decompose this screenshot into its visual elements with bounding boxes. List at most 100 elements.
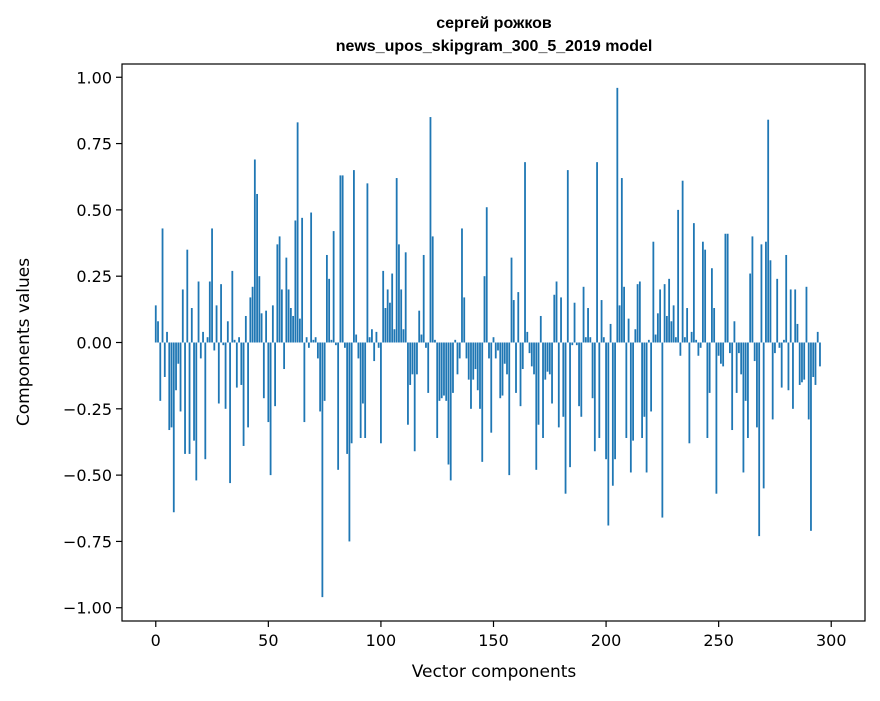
bar	[717, 342, 720, 356]
bar	[316, 342, 319, 359]
bar	[467, 342, 470, 380]
bar	[231, 270, 234, 343]
bar	[600, 300, 603, 343]
bar	[731, 342, 734, 431]
bar	[587, 308, 589, 343]
bar	[418, 310, 421, 343]
bar	[357, 342, 360, 359]
bar	[476, 342, 479, 391]
bar	[589, 337, 592, 343]
bar	[310, 212, 313, 343]
bar	[278, 236, 281, 343]
bar	[416, 342, 418, 375]
bar	[674, 337, 677, 343]
bar	[812, 342, 815, 377]
bar	[400, 289, 403, 343]
bar	[767, 119, 770, 343]
bar	[429, 117, 432, 343]
bar	[528, 342, 531, 354]
x-axis-label: Vector components	[412, 662, 577, 682]
bar	[404, 252, 407, 343]
bar	[686, 308, 689, 343]
bar	[229, 342, 231, 484]
bar	[499, 342, 502, 399]
bar	[814, 342, 817, 385]
bar	[659, 289, 662, 343]
bar	[371, 329, 373, 343]
y-tick-label: −0.25	[63, 400, 112, 419]
bar	[177, 342, 180, 364]
bar	[407, 342, 409, 425]
bar	[384, 308, 387, 343]
x-tick-label: 200	[591, 631, 622, 650]
bar	[181, 289, 184, 343]
x-axis: 0 50 100 150 200 250 300	[151, 621, 847, 650]
bar	[510, 257, 513, 343]
bar	[197, 281, 200, 343]
bar	[276, 244, 279, 343]
bar	[573, 302, 576, 343]
bar	[616, 87, 619, 343]
bar	[654, 334, 657, 343]
bar	[373, 342, 376, 362]
bar	[598, 342, 601, 438]
bar	[217, 342, 220, 404]
bar	[753, 342, 756, 362]
bar	[258, 276, 261, 343]
bar	[492, 337, 495, 343]
bar	[488, 342, 490, 359]
bar	[339, 175, 342, 343]
bar	[816, 331, 819, 343]
bar	[641, 342, 643, 438]
bar	[280, 289, 283, 343]
bar	[350, 342, 353, 444]
bar	[553, 294, 556, 343]
bar	[521, 342, 524, 370]
bar	[244, 315, 247, 343]
bar	[172, 342, 175, 513]
bar	[262, 342, 265, 399]
bar	[557, 342, 560, 428]
y-axis-label: Components values	[14, 258, 34, 426]
bar	[366, 183, 369, 343]
bar	[805, 286, 808, 343]
bar	[794, 289, 797, 343]
bar	[575, 342, 578, 346]
bar	[427, 342, 430, 393]
bar	[204, 342, 207, 460]
bar	[596, 162, 598, 343]
bar	[193, 342, 195, 441]
bar	[501, 342, 504, 396]
bar	[618, 305, 621, 343]
bar	[256, 193, 258, 343]
bar	[625, 342, 628, 438]
bar	[519, 342, 522, 407]
bar	[328, 278, 331, 343]
bar	[470, 342, 472, 409]
bar	[233, 339, 236, 343]
bar	[202, 331, 204, 343]
bar	[515, 342, 517, 393]
bar	[769, 260, 772, 343]
bar	[632, 342, 634, 441]
bar	[220, 284, 222, 343]
bar	[656, 313, 659, 343]
bar	[211, 228, 213, 343]
bar	[348, 342, 351, 542]
bar	[724, 233, 727, 343]
y-tick-label: 1.00	[76, 68, 112, 87]
bar	[652, 241, 655, 343]
bar	[537, 342, 540, 425]
bar	[663, 284, 666, 343]
bar	[458, 342, 461, 359]
bar	[679, 342, 682, 356]
bar	[341, 175, 344, 343]
bar	[479, 342, 481, 409]
bar	[544, 342, 547, 380]
bar	[456, 342, 459, 375]
bar	[312, 339, 315, 343]
bar	[629, 342, 632, 473]
bar	[283, 342, 286, 370]
bar	[440, 342, 443, 399]
bar	[591, 342, 594, 399]
